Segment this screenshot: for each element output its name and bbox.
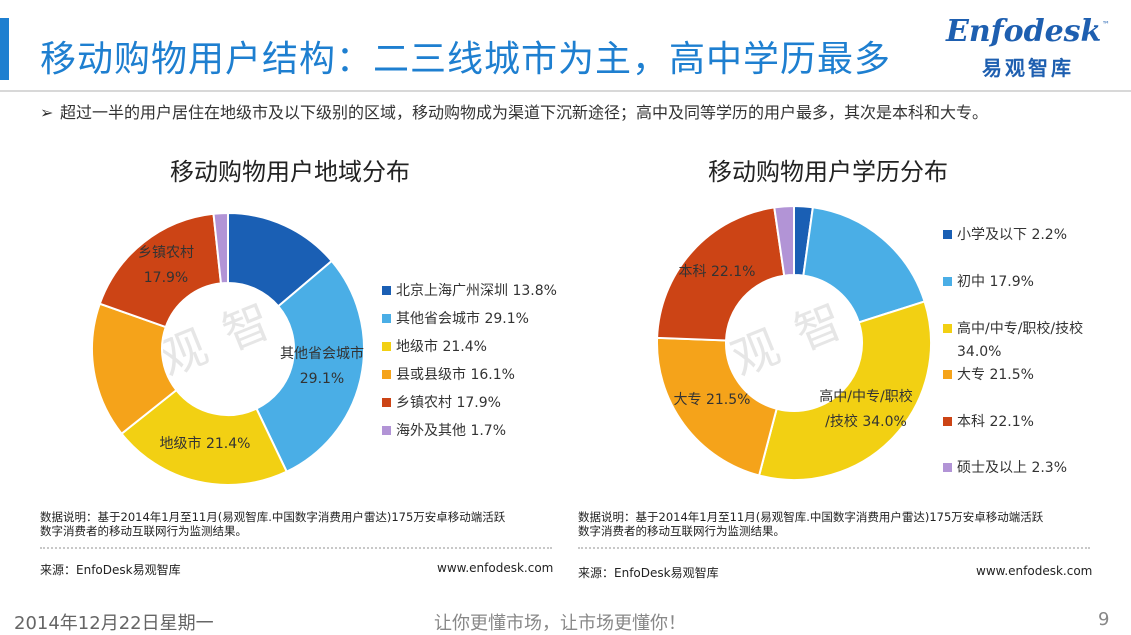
legend-label-2-6: 硕士及以上 2.3%: [957, 460, 1067, 476]
legend-label-1-2: 其他省会城市 29.1%: [396, 310, 529, 327]
donut-slice-2-4: [656, 336, 778, 477]
donut-slice-1-2: [255, 259, 365, 474]
legend-swatch-2-5: [943, 417, 952, 426]
left-note-line-2: 数字消费者的移动互联网行为监测结果。: [40, 524, 247, 538]
legend-swatch-2-2: [943, 277, 952, 286]
legend-label-1-4: 县或县级市 16.1%: [396, 366, 515, 383]
page-number: 9: [1098, 609, 1110, 630]
summary-text: 超过一半的用户居住在地级市及以下级别的区域，移动购物成为渠道下沉新途径；高中及同…: [60, 103, 989, 122]
donut-slice-1-4: [91, 302, 178, 436]
donut-slice-2-5: [656, 206, 786, 342]
right-note-line-2: 数字消费者的移动互联网行为监测结果。: [578, 524, 785, 538]
region-chart-title: 移动购物用户地域分布: [170, 158, 410, 186]
legend-label-2-1: 小学及以下 2.2%: [957, 227, 1067, 243]
left-note-line-1: 数据说明：基于2014年1月至11月(易观智库.中国数字消费用户雷达)175万安…: [40, 510, 506, 524]
donut-slice-1-3: [120, 388, 289, 486]
left-url: www.enfodesk.com: [437, 561, 554, 575]
enfodesk-logo: Enfodesk ™ 易观智库: [946, 14, 1116, 80]
legend-swatch-2-3: [943, 324, 952, 333]
donut-slice-2-3: [757, 300, 932, 481]
footer-slogan: 让你更懂市场，让市场更懂你！: [434, 613, 686, 634]
donut-slice-1-5: [98, 212, 223, 329]
data-label-1-3-1: 地级市 21.4%: [160, 435, 251, 452]
donut-slice-2-6: [773, 204, 795, 277]
data-label-1-2-1: 其他省会城市: [280, 345, 364, 362]
left-data-note: 数据说明：基于2014年1月至11月(易观智库.中国数字消费用户雷达)175万安…: [40, 510, 505, 538]
legend-swatch-1-1: [382, 286, 391, 295]
header-divider: [0, 90, 1131, 92]
data-label-2-3-2: /技校 34.0%: [825, 413, 907, 430]
data-label-2-3-1: 高中/中专/职校: [819, 388, 912, 405]
right-note-line-1: 数据说明：基于2014年1月至11月(易观智库.中国数字消费用户雷达)175万安…: [578, 510, 1044, 524]
legend-swatch-1-3: [382, 342, 391, 351]
right-note-divider: [578, 547, 1090, 549]
right-data-note: 数据说明：基于2014年1月至11月(易观智库.中国数字消费用户雷达)175万安…: [578, 510, 1043, 538]
legend-label-1-3: 地级市 21.4%: [396, 338, 487, 355]
data-label-2-5-1: 本科 22.1%: [679, 264, 756, 280]
donut-slice-2-2: [802, 206, 926, 324]
footer-date: 2014年12月22日星期一: [14, 613, 214, 634]
legend-swatch-1-5: [382, 398, 391, 407]
legend-label-2-2: 初中 17.9%: [957, 273, 1034, 290]
data-label-1-2-2: 29.1%: [300, 371, 344, 387]
donut-slice-1-6: [212, 211, 229, 285]
legend-label-1-5: 乡镇农村 17.9%: [396, 395, 501, 411]
right-source: 来源：EnfoDesk易观智库: [578, 566, 719, 580]
logo-subtitle: 易观智库: [982, 56, 1074, 80]
legend-label-1-6: 海外及其他 1.7%: [396, 423, 506, 439]
legend-swatch-2-6: [943, 463, 952, 472]
legend-label-2-3-2: 34.0%: [957, 344, 1001, 360]
left-source: 来源：EnfoDesk易观智库: [40, 563, 181, 577]
legend-swatch-1-4: [382, 370, 391, 379]
legend-swatch-2-4: [943, 370, 952, 379]
legend-swatch-1-6: [382, 426, 391, 435]
donut-chart-2: 小学及以下 2.2% 初中 17.9% 高中/中专/职校/技校 34.0% 高中/中专…: [656, 204, 1083, 481]
legend-label-2-5: 本科 22.1%: [957, 414, 1034, 430]
legend-label-1-1: 北京上海广州深圳 13.8%: [396, 283, 557, 299]
legend-swatch-1-2: [382, 314, 391, 323]
legend-label-2-4: 大专 21.5%: [957, 367, 1034, 383]
data-label-1-5-1: 乡镇农村: [138, 245, 194, 261]
education-chart-title: 移动购物用户学历分布: [708, 158, 948, 186]
summary-bullet: ➢ 超过一半的用户居住在地级市及以下级别的区域，移动购物成为渠道下沉新途径；高中…: [40, 101, 1100, 124]
page-title: 移动购物用户结构：二三线城市为主，高中学历最多: [40, 39, 892, 80]
bullet-arrow-icon: ➢: [40, 103, 54, 122]
legend-label-2-3-1: 高中/中专/职校/技校: [957, 320, 1083, 337]
logo-trademark: ™: [1102, 20, 1110, 29]
logo-wordmark: Enfodesk: [946, 14, 1102, 49]
legend-swatch-2-1: [943, 230, 952, 239]
left-note-divider: [40, 547, 552, 549]
donut-chart-1: 北京上海广州深圳 13.8% 其他省会城市 29.1% 其他省会城市 29.1% 地级市…: [91, 211, 557, 486]
data-label-1-5-2: 17.9%: [144, 270, 188, 286]
right-url: www.enfodesk.com: [976, 564, 1093, 578]
title-accent-bar: [0, 18, 9, 80]
data-label-2-4-1: 大专 21.5%: [674, 392, 751, 408]
